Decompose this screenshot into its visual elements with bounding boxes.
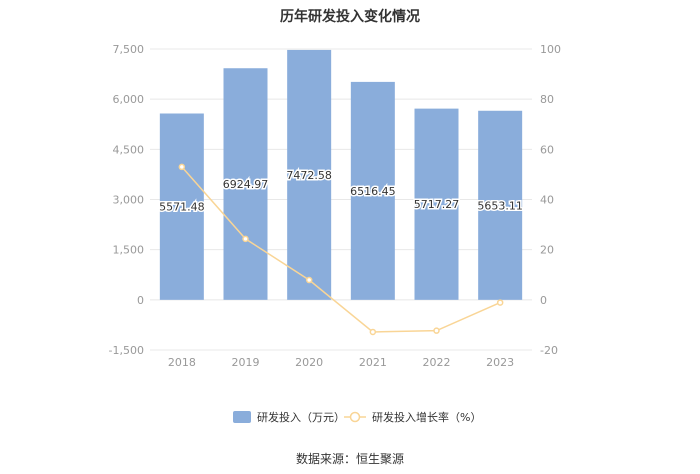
bar-2023 [478, 110, 523, 300]
bar-2019 [223, 68, 268, 300]
y-left-tick-label: 3,000 [113, 194, 145, 207]
legend-bar-swatch [233, 411, 251, 423]
growth-rate-line [181, 166, 501, 333]
bar-value-label: 7472.58 [286, 169, 332, 182]
growth-rate-point-2023 [496, 299, 504, 306]
growth-rate-point-2018 [178, 163, 186, 171]
x-tick-label: 2023 [486, 356, 514, 369]
y-left-tick-label: -1,500 [109, 344, 144, 357]
y-left-tick-label: 7,500 [113, 43, 145, 56]
growth-rate-point-2019 [242, 235, 249, 243]
legend-line-label: 研发投入增长率（%） [372, 410, 481, 424]
y-right-tick-label: 40 [540, 194, 554, 207]
bar-2018 [159, 113, 204, 300]
bar-2021 [350, 81, 395, 300]
bar-value-label: 5653.11 [477, 199, 523, 212]
y-right-tick-label: 0 [540, 294, 547, 307]
x-tick-label: 2020 [295, 356, 323, 369]
y-left-tick-label: 6,000 [113, 93, 145, 106]
bar-value-label: 5717.27 [414, 198, 460, 211]
y-left-tick-label: 1,500 [113, 244, 145, 257]
y-right-tick-label: 60 [540, 143, 554, 156]
bar-value-label: 6516.45 [350, 185, 396, 198]
y-left-tick-label: 0 [137, 294, 144, 307]
x-tick-label: 2019 [232, 356, 260, 369]
growth-rate-point-2022 [433, 327, 440, 334]
y-right-tick-label: 80 [540, 93, 554, 106]
x-tick-label: 2021 [359, 356, 387, 369]
y-right-tick-label: 100 [540, 43, 561, 56]
growth-rate-point-2020 [305, 276, 313, 284]
bar-2020 [287, 49, 332, 300]
bar-2022 [414, 108, 459, 300]
bar-value-label: 6924.97 [223, 178, 269, 191]
source-note: 数据来源：恒生聚源 [295, 452, 404, 466]
x-tick-label: 2018 [168, 356, 196, 369]
legend-line-marker [349, 411, 361, 423]
y-right-tick-label: -20 [540, 344, 558, 357]
bar-value-label: 5571.48 [159, 201, 205, 214]
y-left-tick-label: 4,500 [113, 143, 145, 156]
growth-rate-point-2021 [369, 328, 377, 336]
x-tick-label: 2022 [423, 356, 451, 369]
legend-bar-label: 研发投入（万元） [257, 410, 345, 424]
chart-title: 历年研发投入变化情况 [280, 9, 420, 25]
y-right-tick-label: 20 [540, 244, 554, 257]
